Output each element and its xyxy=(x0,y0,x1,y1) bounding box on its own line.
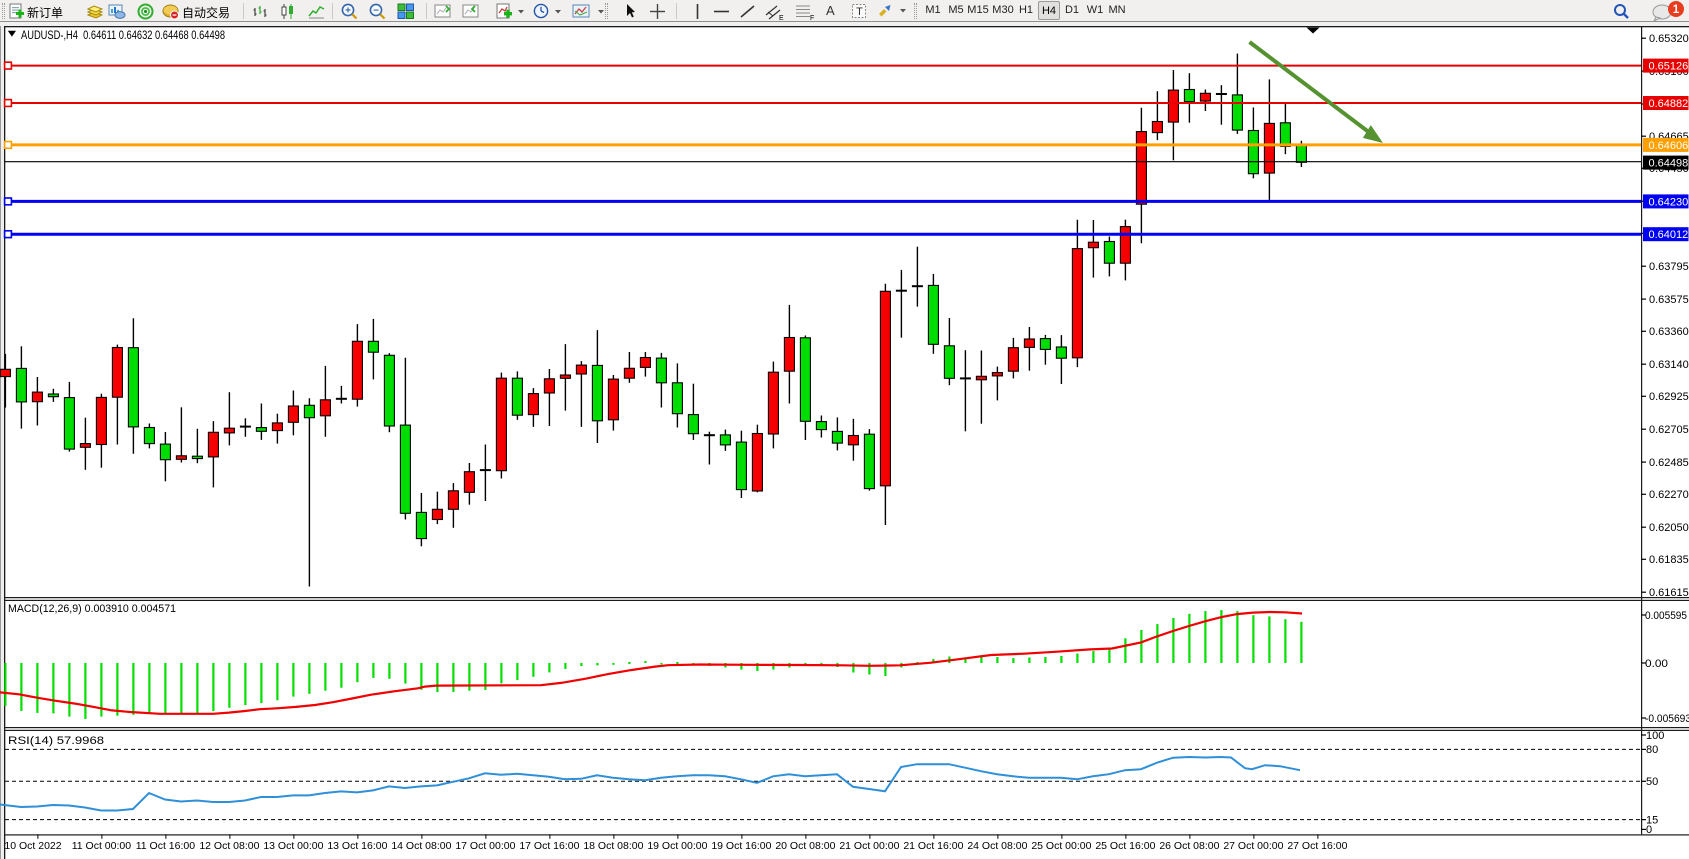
svg-text:25 Oct 00:00: 25 Oct 00:00 xyxy=(1031,840,1091,852)
svg-text:0.65320: 0.65320 xyxy=(1649,33,1689,45)
svg-text:0.62485: 0.62485 xyxy=(1649,457,1689,469)
svg-text:100: 100 xyxy=(1646,730,1664,742)
svg-text:26 Oct 08:00: 26 Oct 08:00 xyxy=(1159,840,1219,852)
svg-text:24 Oct 08:00: 24 Oct 08:00 xyxy=(967,840,1027,852)
svg-text:27 Oct 16:00: 27 Oct 16:00 xyxy=(1287,840,1347,852)
svg-text:0.64606: 0.64606 xyxy=(1649,140,1689,152)
svg-text:0.63795: 0.63795 xyxy=(1649,261,1689,273)
svg-text:25 Oct 16:00: 25 Oct 16:00 xyxy=(1095,840,1155,852)
svg-text:18 Oct 08:00: 18 Oct 08:00 xyxy=(583,840,643,852)
svg-text:0.64498: 0.64498 xyxy=(1649,158,1689,170)
svg-text:0.64230: 0.64230 xyxy=(1649,196,1689,208)
svg-text:0.62705: 0.62705 xyxy=(1649,424,1689,436)
svg-text:19 Oct 00:00: 19 Oct 00:00 xyxy=(647,840,707,852)
svg-text:21 Oct 00:00: 21 Oct 00:00 xyxy=(839,840,899,852)
svg-text:AUDUSD-,H4 0.64611 0.64632 0.: AUDUSD-,H4 0.64611 0.64632 0.64468 0.644… xyxy=(21,30,225,42)
svg-text:21 Oct 16:00: 21 Oct 16:00 xyxy=(903,840,963,852)
svg-text:0: 0 xyxy=(1646,824,1652,836)
svg-text:0.64882: 0.64882 xyxy=(1649,98,1689,110)
svg-text:20 Oct 08:00: 20 Oct 08:00 xyxy=(775,840,835,852)
svg-text:0.00: 0.00 xyxy=(1645,658,1668,670)
svg-text:12 Oct 08:00: 12 Oct 08:00 xyxy=(199,840,259,852)
svg-text:0.63140: 0.63140 xyxy=(1649,359,1689,371)
svg-text:80: 80 xyxy=(1646,744,1658,756)
svg-text:14 Oct 08:00: 14 Oct 08:00 xyxy=(391,840,451,852)
svg-text:11 Oct 16:00: 11 Oct 16:00 xyxy=(136,840,196,852)
svg-text:50: 50 xyxy=(1646,776,1658,788)
svg-text:RSI(14) 57.9968: RSI(14) 57.9968 xyxy=(8,735,104,747)
svg-text:0.63575: 0.63575 xyxy=(1649,294,1689,306)
svg-text:0.62925: 0.62925 xyxy=(1649,391,1689,403)
svg-text:10 Oct 2022: 10 Oct 2022 xyxy=(4,840,61,852)
svg-text:T: T xyxy=(856,6,863,18)
svg-text:19 Oct 16:00: 19 Oct 16:00 xyxy=(711,840,771,852)
svg-text:F: F xyxy=(810,15,814,21)
svg-text:27 Oct 00:00: 27 Oct 00:00 xyxy=(1223,840,1283,852)
svg-text:0.65126: 0.65126 xyxy=(1649,61,1689,73)
svg-text:11 Oct 00:00: 11 Oct 00:00 xyxy=(72,840,132,852)
svg-text:-0.005693: -0.005693 xyxy=(1645,713,1689,725)
svg-text:15: 15 xyxy=(1646,814,1658,826)
svg-text:13 Oct 16:00: 13 Oct 16:00 xyxy=(327,840,387,852)
svg-text:0.63360: 0.63360 xyxy=(1649,326,1689,338)
svg-text:0.61615: 0.61615 xyxy=(1649,587,1689,599)
svg-text:0.62270: 0.62270 xyxy=(1649,489,1689,501)
svg-text:1: 1 xyxy=(1673,4,1680,16)
svg-text:MACD(12,26,9) 0.003910 0.00457: MACD(12,26,9) 0.003910 0.004571 xyxy=(8,603,176,615)
svg-text:+: + xyxy=(345,6,351,17)
svg-text:13 Oct 00:00: 13 Oct 00:00 xyxy=(263,840,323,852)
svg-text:17 Oct 16:00: 17 Oct 16:00 xyxy=(519,840,579,852)
svg-text:0.64012: 0.64012 xyxy=(1649,229,1689,241)
svg-text:E: E xyxy=(779,15,784,21)
svg-text:0.005595: 0.005595 xyxy=(1645,610,1687,622)
svg-text:0.61835: 0.61835 xyxy=(1649,554,1689,566)
svg-text:17 Oct 00:00: 17 Oct 00:00 xyxy=(455,840,515,852)
svg-text:−: − xyxy=(373,6,379,17)
svg-text:0.62050: 0.62050 xyxy=(1649,522,1689,534)
